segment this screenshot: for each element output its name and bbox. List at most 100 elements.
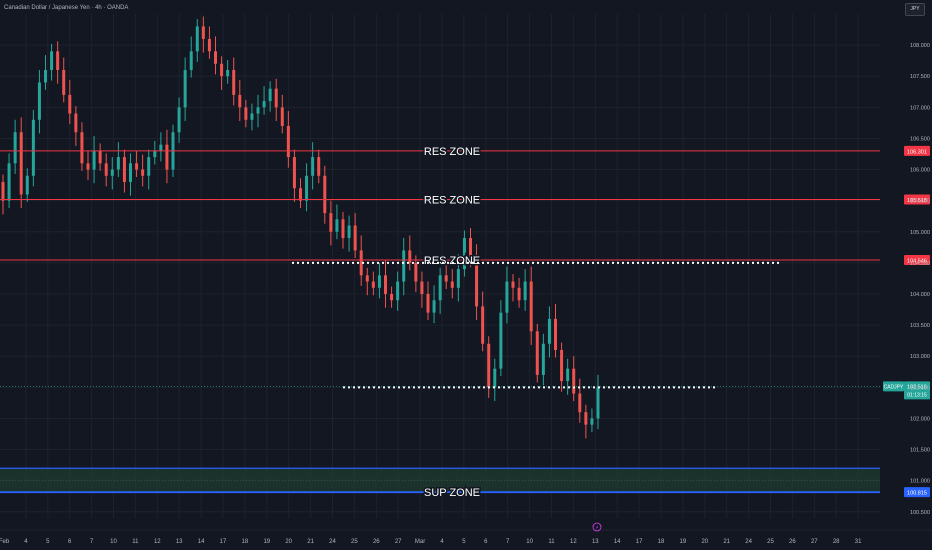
candle-body <box>547 318 551 344</box>
candle-body <box>566 368 570 382</box>
candle-body <box>432 300 436 313</box>
y-tick-label: 102.000 <box>910 416 930 422</box>
candle-body <box>122 157 126 182</box>
candle-body <box>311 157 315 176</box>
candle-body <box>110 169 114 176</box>
x-tick-label: 24 <box>329 539 336 545</box>
candle-body <box>402 250 406 282</box>
res-zone-label: RES ZONE <box>424 146 480 158</box>
candle-body <box>523 281 527 301</box>
countdown-text: 01:13:15 <box>907 392 927 398</box>
candle-body <box>438 275 442 301</box>
x-tick-label: 12 <box>154 539 161 545</box>
candle-body <box>541 343 545 375</box>
event-marker-icon <box>592 522 602 532</box>
candle-body <box>317 157 321 176</box>
candle-body <box>141 169 145 176</box>
candle-body <box>165 144 169 170</box>
y-tick-label: 103.500 <box>910 323 930 329</box>
candle-body <box>116 157 120 170</box>
x-tick-label: 18 <box>242 539 249 545</box>
sup-zone-label: SUP ZONE <box>424 487 480 499</box>
candle-body <box>456 269 460 288</box>
candle-body <box>80 132 84 164</box>
x-tick-label: 4 <box>24 539 28 545</box>
support-zone-area <box>0 468 880 493</box>
candle-body <box>359 250 363 276</box>
candle-body <box>232 70 236 95</box>
candle-body <box>341 219 345 238</box>
candle-body <box>535 331 539 375</box>
candle-body <box>590 418 594 425</box>
candle-body <box>408 250 412 263</box>
candle-body <box>177 107 181 133</box>
y-tick-label: 105.500 <box>910 199 930 205</box>
candle-body <box>262 101 266 108</box>
res-price-text: 104.546 <box>907 259 927 265</box>
x-tick-label: 20 <box>285 539 292 545</box>
currency-button[interactable]: JPY <box>905 3 925 16</box>
candle-body <box>62 70 66 95</box>
candle-body <box>274 88 278 108</box>
x-tick-label: Feb <box>0 539 10 545</box>
candle-body <box>529 281 533 332</box>
candle-body <box>347 225 351 238</box>
candle-body <box>511 281 515 288</box>
candle-body <box>189 51 193 70</box>
y-tick-label: 106.500 <box>910 136 930 142</box>
y-tick-label: 102.500 <box>910 385 930 391</box>
candle-body <box>377 275 381 288</box>
candle-body <box>426 294 430 313</box>
x-tick-label: 25 <box>351 539 358 545</box>
x-tick-label: 26 <box>373 539 380 545</box>
x-tick-label: 7 <box>90 539 94 545</box>
candle-body <box>207 38 211 52</box>
candle-body <box>499 312 503 369</box>
x-tick-label: 27 <box>395 539 402 545</box>
candle-body <box>444 275 448 282</box>
y-tick-label: 107.500 <box>910 74 930 80</box>
candle-body <box>159 144 163 151</box>
candle-body <box>86 163 90 170</box>
x-tick-label: 5 <box>462 539 466 545</box>
candle-body <box>450 281 454 288</box>
candle-body <box>25 175 29 195</box>
candle-body <box>256 107 260 114</box>
candle-body <box>469 238 472 257</box>
candle-body <box>280 107 284 126</box>
symbol-badge <box>883 381 904 392</box>
candle-body <box>147 157 151 176</box>
y-tick-label: 103.000 <box>910 354 930 360</box>
symbol-badge-text: CADJPY <box>884 385 904 391</box>
candle-body <box>183 70 187 108</box>
x-tick-label: 24 <box>745 539 752 545</box>
x-tick-label: 28 <box>833 539 840 545</box>
candle-body <box>13 132 17 164</box>
candle-body <box>244 107 248 120</box>
sup-price-text: 100.815 <box>907 491 927 497</box>
candle-body <box>37 82 41 120</box>
res-price-badge <box>904 255 930 266</box>
candle-body <box>517 287 521 301</box>
x-tick-label: 11 <box>548 539 555 545</box>
candle-body <box>390 294 394 301</box>
x-tick-label: 14 <box>198 539 205 545</box>
res-zone-label: RES ZONE <box>424 255 480 267</box>
x-tick-label: 12 <box>570 539 577 545</box>
candle-body <box>384 275 387 294</box>
candle-body <box>226 70 230 77</box>
candle-body <box>214 51 217 64</box>
x-tick-label: 13 <box>592 539 599 545</box>
candle-body <box>481 306 485 344</box>
x-tick-label: 7 <box>506 539 510 545</box>
candle-body <box>305 175 309 201</box>
candle-body <box>414 262 418 282</box>
event-marker-glyph: ⚡ <box>595 525 599 531</box>
candle-body <box>268 88 272 102</box>
candle-body <box>505 281 509 313</box>
candle-body <box>475 256 479 307</box>
candle-body <box>129 163 132 182</box>
candle-body <box>299 188 302 201</box>
x-tick-label: 17 <box>220 539 227 545</box>
